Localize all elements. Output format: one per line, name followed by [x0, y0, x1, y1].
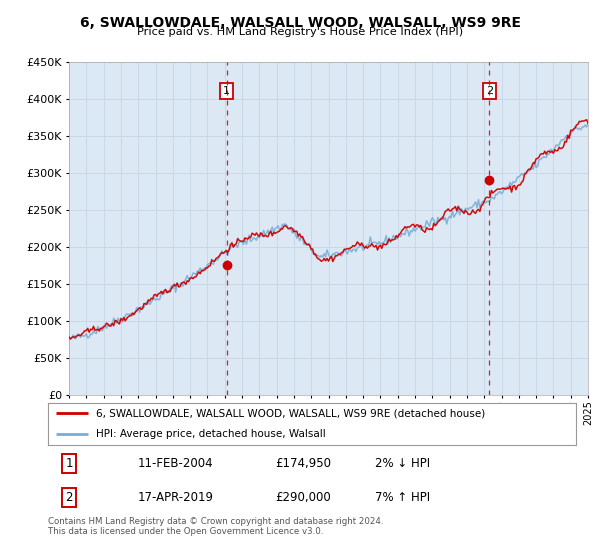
Text: 7% ↑ HPI: 7% ↑ HPI [376, 491, 430, 504]
Text: HPI: Average price, detached house, Walsall: HPI: Average price, detached house, Wals… [95, 430, 325, 439]
Text: This data is licensed under the Open Government Licence v3.0.: This data is licensed under the Open Gov… [48, 527, 323, 536]
Text: 6, SWALLOWDALE, WALSALL WOOD, WALSALL, WS9 9RE (detached house): 6, SWALLOWDALE, WALSALL WOOD, WALSALL, W… [95, 408, 485, 418]
Text: 2% ↓ HPI: 2% ↓ HPI [376, 457, 430, 470]
Text: 1: 1 [65, 457, 73, 470]
Text: 2: 2 [486, 86, 493, 96]
Text: £290,000: £290,000 [275, 491, 331, 504]
Text: 2: 2 [65, 491, 73, 504]
Text: Price paid vs. HM Land Registry's House Price Index (HPI): Price paid vs. HM Land Registry's House … [137, 27, 463, 37]
Text: Contains HM Land Registry data © Crown copyright and database right 2024.: Contains HM Land Registry data © Crown c… [48, 517, 383, 526]
Text: 11-FEB-2004: 11-FEB-2004 [138, 457, 214, 470]
Text: 17-APR-2019: 17-APR-2019 [138, 491, 214, 504]
Text: 1: 1 [223, 86, 230, 96]
Text: 6, SWALLOWDALE, WALSALL WOOD, WALSALL, WS9 9RE: 6, SWALLOWDALE, WALSALL WOOD, WALSALL, W… [79, 16, 521, 30]
Text: £174,950: £174,950 [275, 457, 331, 470]
